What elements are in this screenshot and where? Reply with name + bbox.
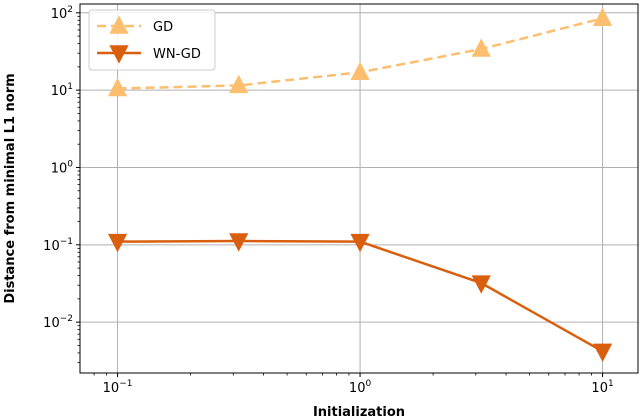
y-tick-label: 102 xyxy=(51,5,73,22)
x-axis-label: Initialization xyxy=(313,405,405,418)
legend-label: WN-GD xyxy=(153,47,201,62)
y-tick-label: 101 xyxy=(51,82,73,99)
y-tick-label: 10−1 xyxy=(43,237,73,254)
data-point xyxy=(471,275,491,294)
x-tick-label: 100 xyxy=(349,379,372,396)
data-point xyxy=(592,7,613,26)
y-axis-label: Distance from minimal L1 norm xyxy=(3,73,18,303)
legend: GD WN-GD xyxy=(88,9,216,71)
legend-label: GD xyxy=(153,20,173,35)
ticks: 10−1 100 101 10−2 10−1 100 101 102 xyxy=(43,5,614,396)
data-point xyxy=(107,77,128,97)
data-point xyxy=(350,61,370,81)
series-group xyxy=(107,7,613,362)
data-point xyxy=(229,233,249,252)
series-wn-gd xyxy=(107,233,613,362)
data-point xyxy=(471,38,491,57)
x-tick-label: 10−1 xyxy=(103,379,133,396)
data-point xyxy=(592,343,613,362)
data-point xyxy=(107,233,128,253)
legend-item: WN-GD xyxy=(97,45,201,64)
legend-item: GD xyxy=(97,15,173,35)
data-point xyxy=(229,74,249,94)
legend-marker xyxy=(109,15,129,34)
y-tick-label: 100 xyxy=(51,159,74,176)
x-tick-label: 101 xyxy=(591,379,613,396)
legend-marker xyxy=(109,45,129,64)
data-point xyxy=(350,233,370,253)
plot-frame xyxy=(79,3,639,374)
y-tick-label: 10−2 xyxy=(43,314,73,331)
series-gd xyxy=(107,7,613,97)
